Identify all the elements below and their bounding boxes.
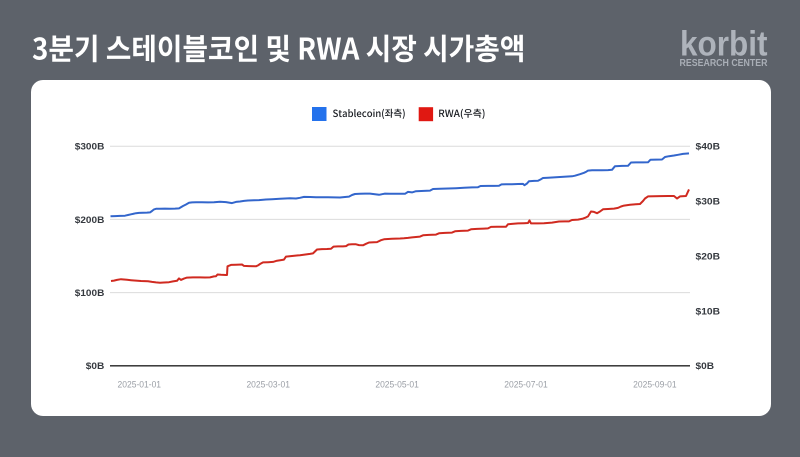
svg-text:$30B: $30B [696,197,721,208]
svg-text:korbit: korbit [680,25,768,64]
svg-text:$100B: $100B [75,288,105,299]
svg-text:$0B: $0B [696,361,715,372]
svg-text:RESEARCH CENTER: RESEARCH CENTER [680,57,768,69]
svg-text:$200B: $200B [75,215,105,226]
svg-text:$300B: $300B [75,142,105,153]
svg-text:2025-09-01: 2025-09-01 [633,380,677,390]
svg-text:$0B: $0B [86,361,105,372]
svg-text:$40B: $40B [696,142,721,153]
svg-text:$10B: $10B [696,306,721,317]
svg-text:$20B: $20B [696,251,721,262]
svg-text:2025-05-01: 2025-05-01 [375,380,419,390]
svg-text:2025-03-01: 2025-03-01 [246,380,290,390]
svg-text:2025-01-01: 2025-01-01 [118,380,162,390]
svg-text:2025-07-01: 2025-07-01 [504,380,548,390]
